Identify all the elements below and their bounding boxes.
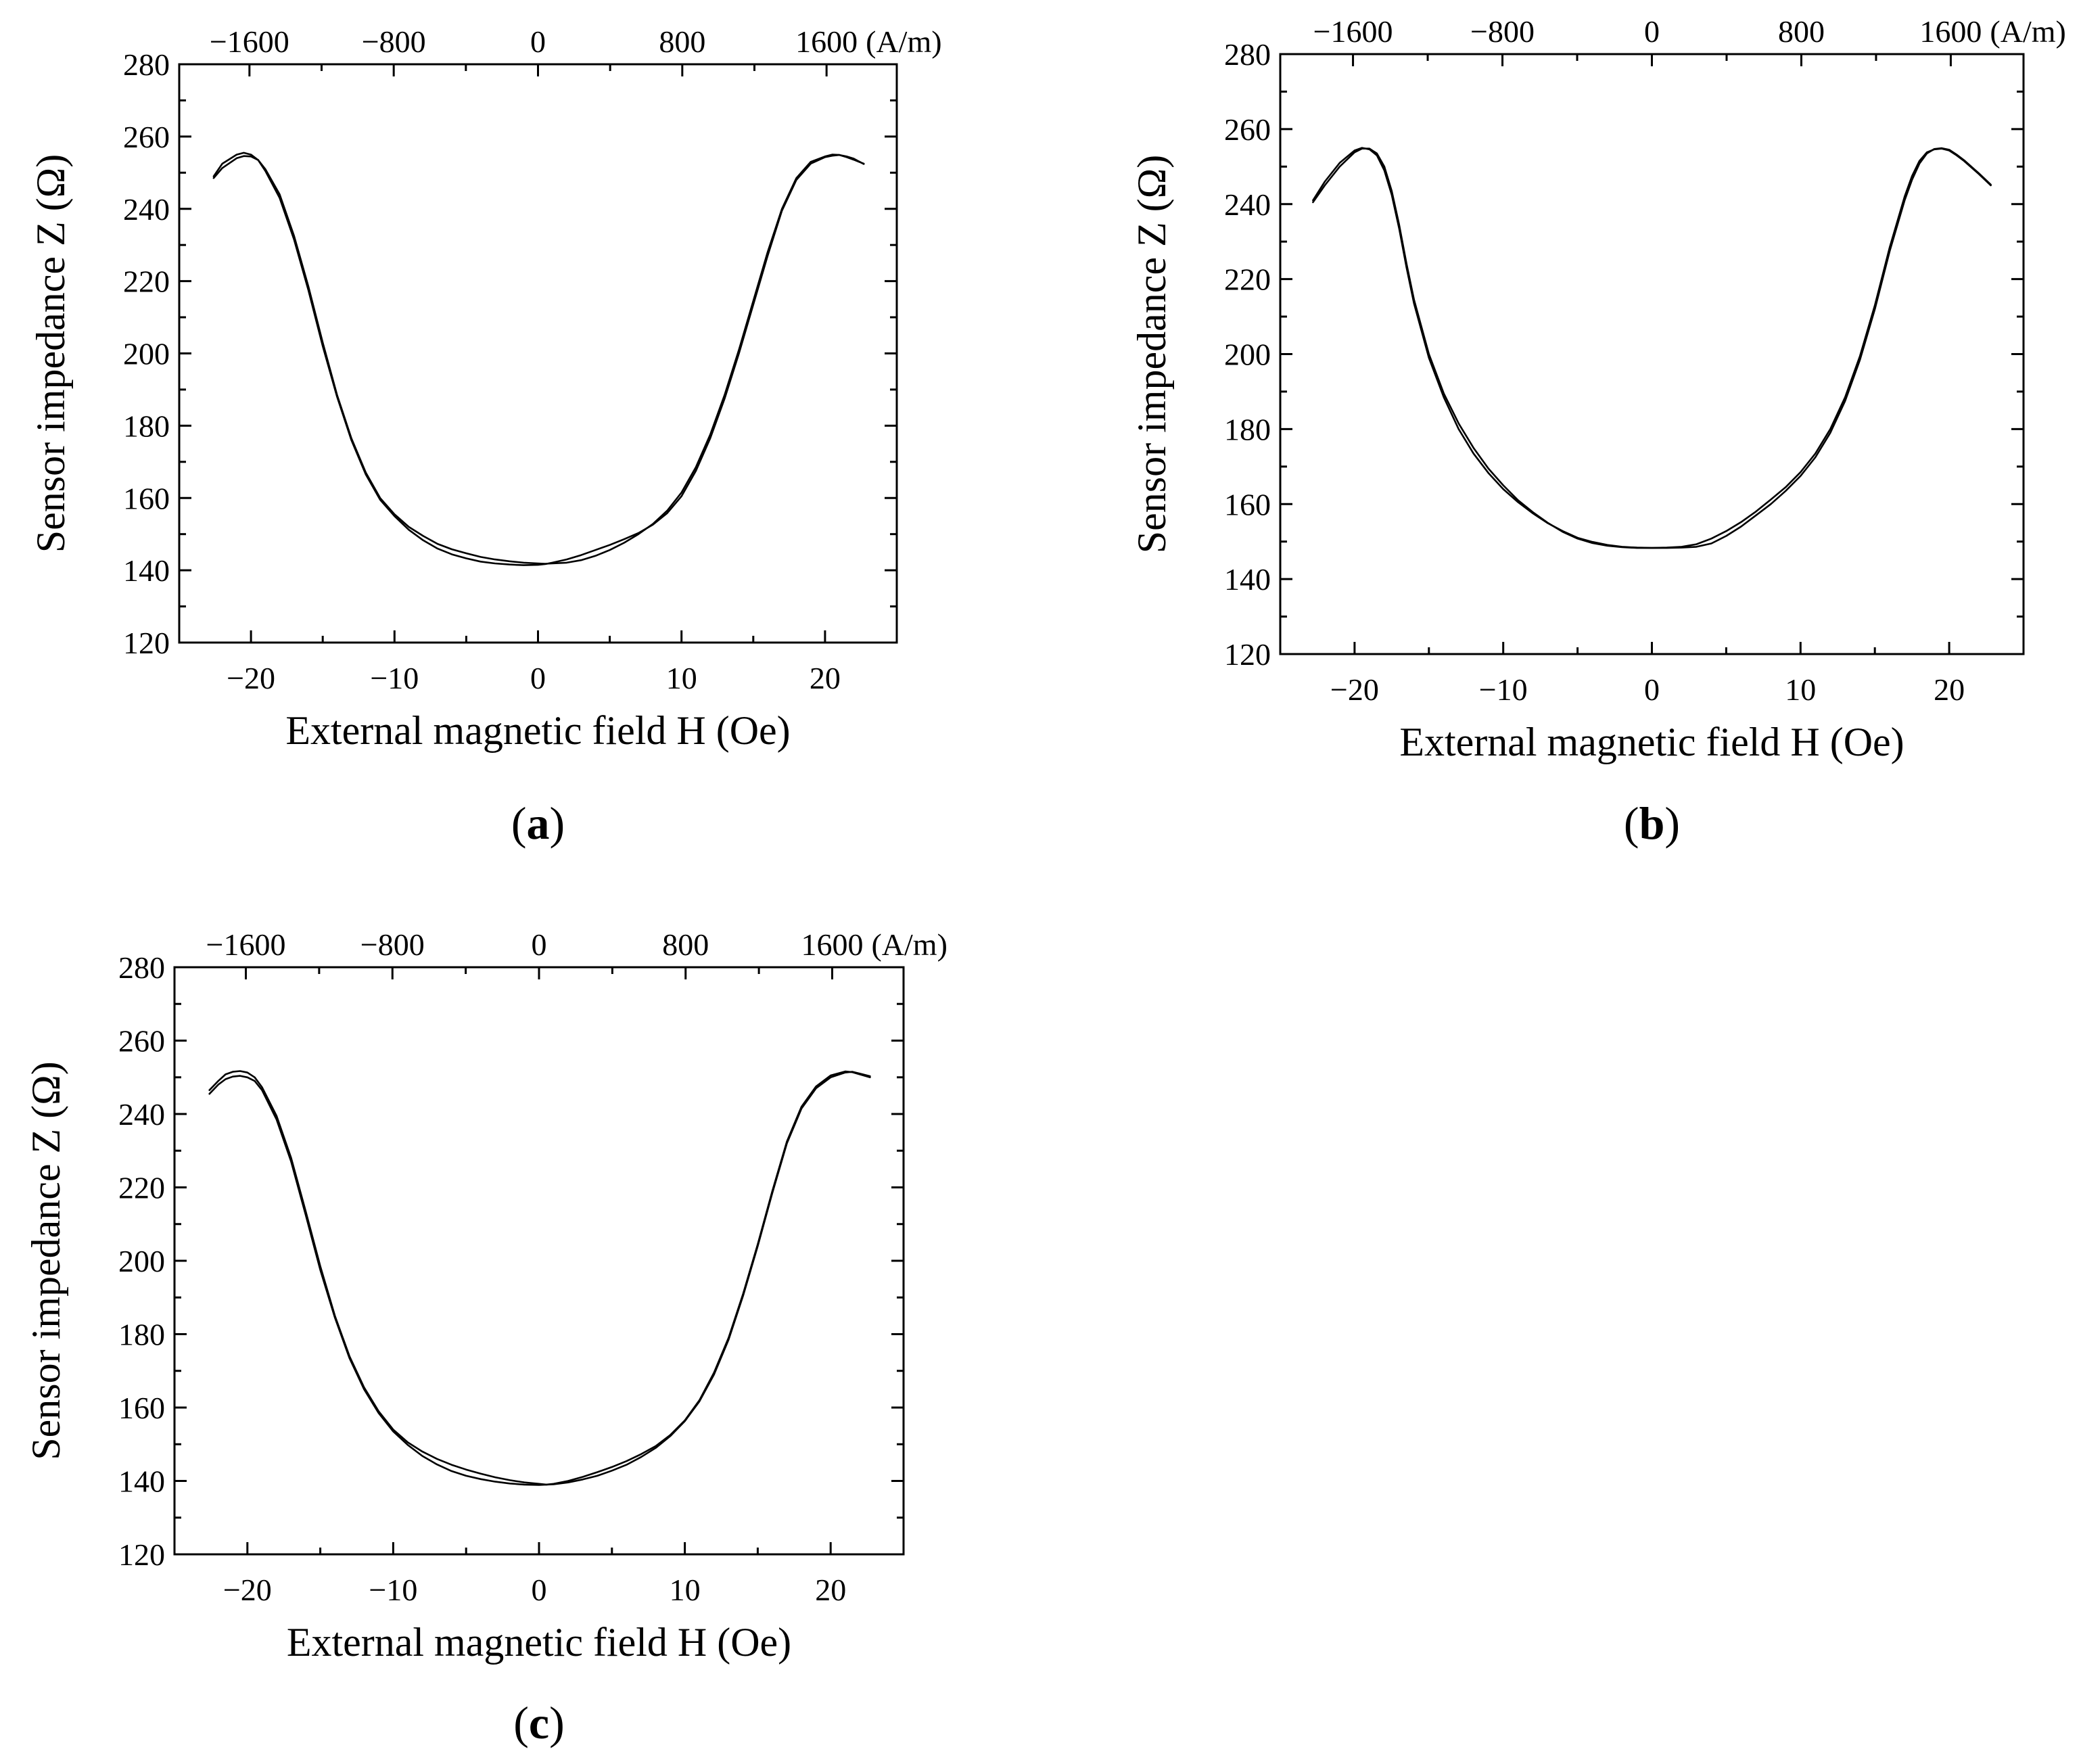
x2-tick-label: 1600 <box>801 927 863 962</box>
panel-label-open: ( <box>511 797 527 849</box>
y-tick-label: 160 <box>1224 487 1271 521</box>
x-tick-label: −20 <box>223 1573 272 1607</box>
y-axis-title: Sensor impedance Z (Ω) <box>24 1061 68 1460</box>
y-tick-label: 280 <box>1224 37 1271 72</box>
series-line-1 <box>1312 147 1992 549</box>
panel-label-close: ) <box>549 1697 565 1748</box>
panel-label-letter: b <box>1639 797 1665 849</box>
x-tick-label: −10 <box>1479 672 1528 707</box>
y-tick-label: 120 <box>123 626 170 660</box>
x-tick-label: −20 <box>227 661 275 695</box>
panel-label-letter: a <box>527 797 550 849</box>
x-tick-label: 20 <box>815 1573 846 1607</box>
x-axis-title: External magnetic field H (Oe) <box>1399 720 1904 764</box>
series-line-1 <box>208 1070 871 1486</box>
x2-tick-label: −1600 <box>210 24 289 59</box>
y-tick-label: 160 <box>118 1391 165 1425</box>
y-tick-label: 240 <box>123 192 170 227</box>
panel-label: (b) <box>1624 797 1680 849</box>
x2-tick-label: −1600 <box>206 927 286 962</box>
y-tick-label: 180 <box>123 409 170 443</box>
series-line-1 <box>212 152 865 566</box>
panel-label-open: ( <box>1624 797 1639 849</box>
panel-label: (c) <box>513 1697 565 1748</box>
x2-tick-label: 0 <box>1644 14 1660 49</box>
x2-tick-label: −1600 <box>1313 14 1393 49</box>
y-tick-label: 180 <box>118 1318 165 1352</box>
y-tick-label: 220 <box>123 264 170 299</box>
x2-tick-label: 0 <box>530 24 546 59</box>
y-axis-title: Sensor impedance Z (Ω) <box>28 154 73 553</box>
y-tick-label: 120 <box>1224 637 1271 672</box>
panel-label-open: ( <box>513 1697 529 1748</box>
x2-tick-label: −800 <box>362 24 426 59</box>
x2-tick-label: 800 <box>662 927 709 962</box>
y-axis-title: Sensor impedance Z (Ω) <box>1129 155 1174 553</box>
x-tick-label: −10 <box>370 661 419 695</box>
panel-label-close: ) <box>1664 797 1680 849</box>
y-tick-label: 260 <box>118 1024 165 1059</box>
x-axis-title: External magnetic field H (Oe) <box>285 708 790 753</box>
y-tick-label: 140 <box>123 553 170 588</box>
x-tick-label: −10 <box>369 1573 417 1607</box>
panel-b: −20 −10 0 10 20 120 140 160 180 200 220 240 260 280 −1… <box>1129 14 2066 849</box>
x2-tick-label: 0 <box>532 927 547 962</box>
y-tick-label: 260 <box>1224 112 1271 147</box>
x-tick-label: −20 <box>1330 672 1379 707</box>
y-tick-label: 240 <box>1224 187 1271 222</box>
y-tick-label: 260 <box>123 120 170 154</box>
y-tick-label: 140 <box>118 1464 165 1499</box>
x2-unit-label: (A/m) <box>871 927 947 962</box>
x-tick-label: 20 <box>810 661 841 695</box>
panel-label: (a) <box>511 797 565 849</box>
y-tick-label: 200 <box>1224 338 1271 372</box>
x-tick-label: 0 <box>1644 672 1660 707</box>
panel-label-close: ) <box>550 797 565 849</box>
y-tick-label: 200 <box>123 337 170 371</box>
panel-a: −20 −10 0 10 20 120 140 160 180 200 220 240 260 280 −1… <box>28 24 942 849</box>
x-tick-label: 10 <box>670 1573 701 1607</box>
y-tick-label: 280 <box>118 950 165 985</box>
y-tick-label: 180 <box>1224 412 1271 446</box>
x2-tick-label: 800 <box>659 24 705 59</box>
x2-tick-label: −800 <box>1470 14 1535 49</box>
x2-unit-label: (A/m) <box>1990 14 2065 49</box>
x-axis-title: External magnetic field H (Oe) <box>287 1620 791 1665</box>
panel-c: −20 −10 0 10 20 120 140 160 180 200 220 240 260 280 −1… <box>24 927 948 1748</box>
y-tick-label: 240 <box>118 1097 165 1132</box>
x-tick-label: 10 <box>1785 672 1816 707</box>
x-tick-label: 20 <box>1934 672 1965 707</box>
y-tick-label: 120 <box>118 1537 165 1572</box>
x2-tick-label: 1600 <box>1919 14 1982 49</box>
x-tick-label: 0 <box>530 661 546 695</box>
y-tick-label: 280 <box>123 47 170 82</box>
x-tick-label: 10 <box>666 661 697 695</box>
x2-tick-label: −800 <box>360 927 425 962</box>
y-tick-label: 160 <box>123 481 170 515</box>
x2-unit-label: (A/m) <box>866 24 941 59</box>
x2-tick-label: 1600 <box>795 24 858 59</box>
y-tick-label: 220 <box>118 1171 165 1205</box>
y-tick-label: 140 <box>1224 562 1271 597</box>
panel-label-letter: c <box>529 1697 549 1748</box>
y-tick-label: 200 <box>118 1244 165 1278</box>
y-tick-label: 220 <box>1224 262 1271 297</box>
x-tick-label: 0 <box>532 1573 547 1607</box>
x2-tick-label: 800 <box>1778 14 1825 49</box>
